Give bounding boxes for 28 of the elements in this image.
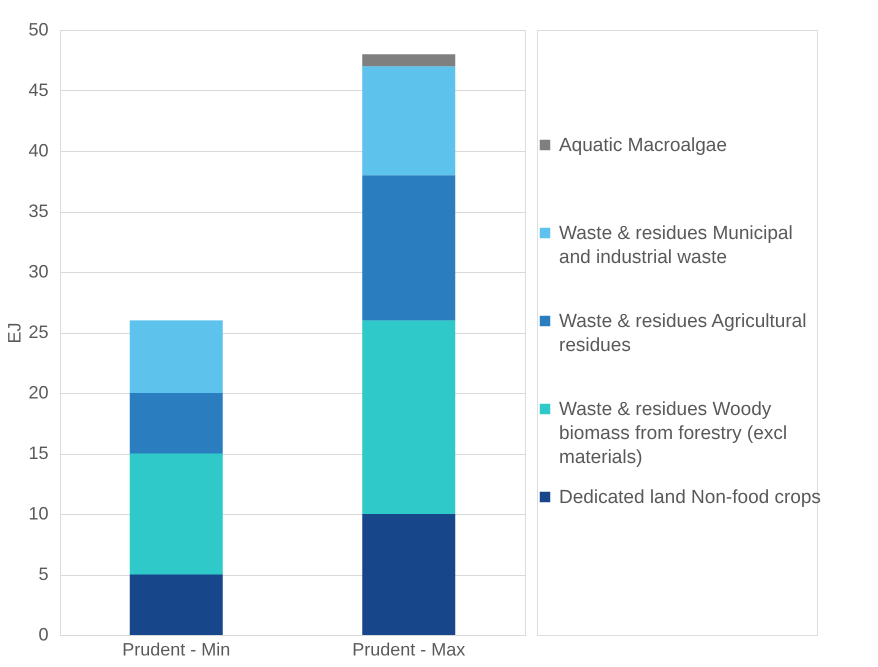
bar [362, 175, 456, 320]
legend-label: Waste & residues Woody biomass from forestry (excl materials) [559, 399, 788, 468]
y-tick-label: 35 [28, 201, 48, 221]
x-tick-label: Prudent - Min [122, 640, 230, 660]
legend-label: Aquatic Macroalgae [559, 135, 727, 156]
y-tick-label: 20 [28, 382, 48, 402]
y-tick-label: 50 [28, 20, 48, 40]
legend-label: Waste & residues Municipal and industrial waste [559, 223, 793, 268]
y-tick-label: 5 [38, 564, 48, 584]
bar [362, 54, 456, 66]
bar [130, 454, 223, 574]
legend-label: Dedicated land Non-food crops [559, 487, 821, 508]
bar [130, 574, 223, 635]
bar [130, 393, 223, 454]
y-tick-label: 25 [28, 322, 48, 342]
y-tick-label: 45 [28, 80, 48, 100]
y-tick-label: 30 [28, 262, 48, 282]
bar [130, 320, 223, 393]
bar [362, 514, 456, 635]
y-tick-label: 40 [28, 140, 48, 160]
bar [362, 320, 456, 514]
x-tick-label: Prudent - Max [352, 640, 466, 660]
y-tick-label: 10 [28, 504, 48, 524]
y-tick-label: 15 [28, 443, 48, 463]
y-tick-label: 0 [38, 624, 48, 644]
legend-label: Waste & residues Agricultural residues [559, 311, 806, 356]
y-axis-title: EJ [4, 322, 24, 344]
bar [362, 66, 456, 176]
